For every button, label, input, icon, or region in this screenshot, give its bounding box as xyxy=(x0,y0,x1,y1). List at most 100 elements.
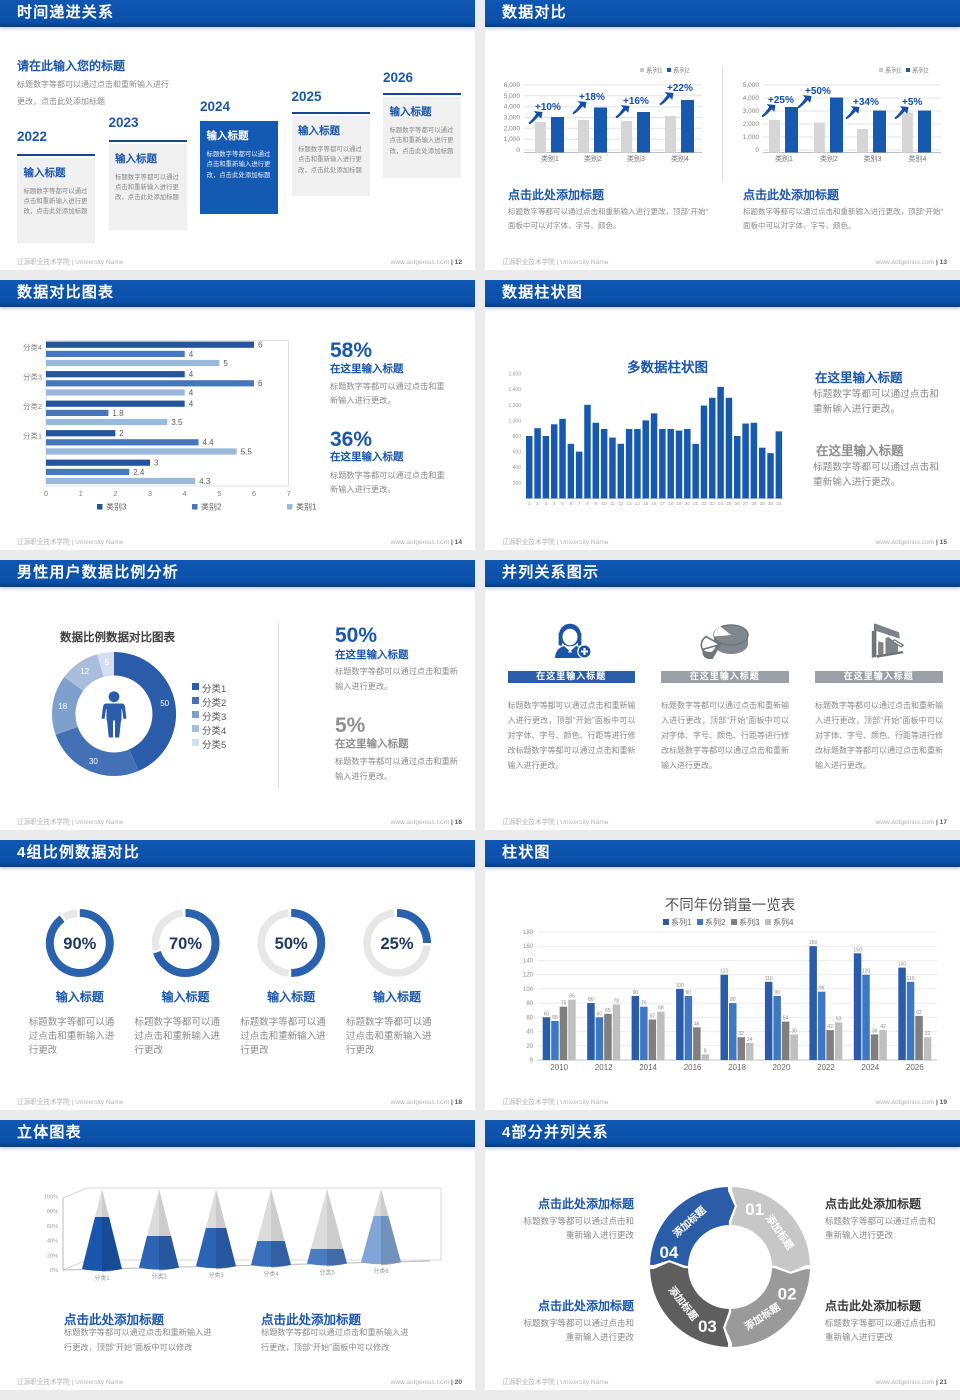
svg-text:分类4: 分类4 xyxy=(23,342,42,352)
svg-text:0: 0 xyxy=(516,147,520,154)
svg-text:60: 60 xyxy=(526,1015,533,1021)
svg-text:4: 4 xyxy=(189,388,194,397)
svg-text:36: 36 xyxy=(791,1028,797,1034)
svg-text:200: 200 xyxy=(513,481,522,487)
svg-text:160: 160 xyxy=(523,944,534,950)
svg-text:120: 120 xyxy=(862,969,871,975)
svg-text:40%: 40% xyxy=(47,1239,58,1245)
svg-text:180: 180 xyxy=(523,930,534,936)
svg-text:80: 80 xyxy=(730,997,736,1003)
svg-text:85: 85 xyxy=(569,994,575,1000)
svg-text:+25%: +25% xyxy=(768,95,794,106)
svg-text:2: 2 xyxy=(119,429,124,438)
svg-text:50%: 50% xyxy=(275,935,308,953)
svg-text:2024: 2024 xyxy=(861,1063,879,1072)
svg-text:75: 75 xyxy=(641,1001,647,1007)
svg-text:分类2: 分类2 xyxy=(23,401,42,411)
svg-text:类别4: 类别4 xyxy=(909,154,927,163)
svg-text:6: 6 xyxy=(252,489,256,498)
svg-text:23: 23 xyxy=(710,501,716,506)
svg-text:类别1: 类别1 xyxy=(541,154,559,163)
svg-text:分类3: 分类3 xyxy=(23,372,42,382)
svg-text:+5%: +5% xyxy=(902,97,922,108)
svg-text:类别3: 类别3 xyxy=(106,502,127,512)
svg-text:20%: 20% xyxy=(47,1253,58,1259)
svg-text:100%: 100% xyxy=(44,1195,58,1201)
svg-text:50: 50 xyxy=(160,699,169,708)
svg-text:分类1: 分类1 xyxy=(23,431,42,441)
svg-text:类别2: 类别2 xyxy=(584,154,602,163)
svg-text:04: 04 xyxy=(659,1243,678,1262)
svg-text:系列1: 系列1 xyxy=(671,917,692,927)
svg-text:46: 46 xyxy=(694,1021,700,1027)
svg-text:+18%: +18% xyxy=(579,92,605,103)
svg-text:20: 20 xyxy=(685,501,691,506)
svg-text:10: 10 xyxy=(602,501,608,506)
svg-text:+16%: +16% xyxy=(623,96,649,107)
svg-text:1,600: 1,600 xyxy=(508,372,521,378)
svg-text:12: 12 xyxy=(618,501,624,506)
svg-text:120: 120 xyxy=(523,973,534,979)
svg-text:3: 3 xyxy=(545,501,548,506)
svg-text:1,400: 1,400 xyxy=(508,387,521,393)
svg-text:2016: 2016 xyxy=(684,1063,702,1072)
svg-text:类别2: 类别2 xyxy=(201,502,222,512)
svg-text:32: 32 xyxy=(738,1031,744,1037)
svg-text:1: 1 xyxy=(528,501,531,506)
svg-text:78: 78 xyxy=(614,999,620,1005)
svg-text:5.5: 5.5 xyxy=(241,447,253,456)
svg-text:22: 22 xyxy=(701,501,707,506)
svg-text:30: 30 xyxy=(768,501,774,506)
svg-text:4: 4 xyxy=(189,350,194,359)
svg-text:54: 54 xyxy=(783,1016,789,1022)
svg-text:100: 100 xyxy=(676,983,685,989)
svg-text:1,000: 1,000 xyxy=(743,134,760,141)
svg-text:03: 03 xyxy=(698,1317,717,1336)
svg-text:3: 3 xyxy=(148,489,152,498)
svg-text:5: 5 xyxy=(105,658,110,667)
svg-text:40: 40 xyxy=(526,1030,533,1036)
svg-text:24: 24 xyxy=(747,1037,753,1043)
svg-text:0: 0 xyxy=(530,1058,534,1064)
svg-text:60%: 60% xyxy=(47,1224,58,1230)
svg-text:65: 65 xyxy=(605,1008,611,1014)
svg-text:系列2: 系列2 xyxy=(912,66,929,75)
svg-text:90%: 90% xyxy=(63,935,96,953)
svg-text:42: 42 xyxy=(827,1024,833,1030)
svg-text:2: 2 xyxy=(536,501,539,506)
svg-text:系列4: 系列4 xyxy=(773,917,794,927)
svg-text:类别1: 类别1 xyxy=(296,502,317,512)
svg-text:0: 0 xyxy=(44,489,48,498)
svg-text:8: 8 xyxy=(586,501,589,506)
svg-text:16: 16 xyxy=(652,501,658,506)
svg-text:53: 53 xyxy=(836,1016,842,1022)
svg-text:4: 4 xyxy=(189,370,194,379)
svg-text:7: 7 xyxy=(578,501,581,506)
svg-text:29: 29 xyxy=(760,501,766,506)
svg-text:3,000: 3,000 xyxy=(743,108,760,115)
svg-text:9: 9 xyxy=(595,501,598,506)
svg-text:分类4: 分类4 xyxy=(263,1270,279,1278)
svg-text:2014: 2014 xyxy=(639,1063,657,1072)
svg-text:60: 60 xyxy=(544,1011,550,1017)
svg-text:4.4: 4.4 xyxy=(203,438,215,447)
svg-text:32: 32 xyxy=(925,1031,931,1037)
svg-text:110: 110 xyxy=(765,976,773,982)
svg-text:5: 5 xyxy=(561,501,564,506)
svg-text:19: 19 xyxy=(677,501,683,506)
svg-text:62: 62 xyxy=(916,1010,922,1016)
svg-text:01: 01 xyxy=(745,1200,764,1219)
svg-text:120: 120 xyxy=(720,969,729,975)
svg-text:分类2: 分类2 xyxy=(151,1273,167,1281)
svg-text:5: 5 xyxy=(217,489,221,498)
svg-text:系列1: 系列1 xyxy=(646,66,663,75)
svg-text:7: 7 xyxy=(287,489,291,498)
svg-text:80%: 80% xyxy=(47,1209,58,1215)
svg-text:1: 1 xyxy=(79,489,83,498)
svg-text:75: 75 xyxy=(561,1001,567,1007)
svg-text:130: 130 xyxy=(898,962,907,968)
svg-text:8: 8 xyxy=(704,1048,707,1054)
svg-text:80: 80 xyxy=(526,1001,533,1007)
svg-text:21: 21 xyxy=(693,501,699,506)
svg-text:4.3: 4.3 xyxy=(199,477,211,486)
